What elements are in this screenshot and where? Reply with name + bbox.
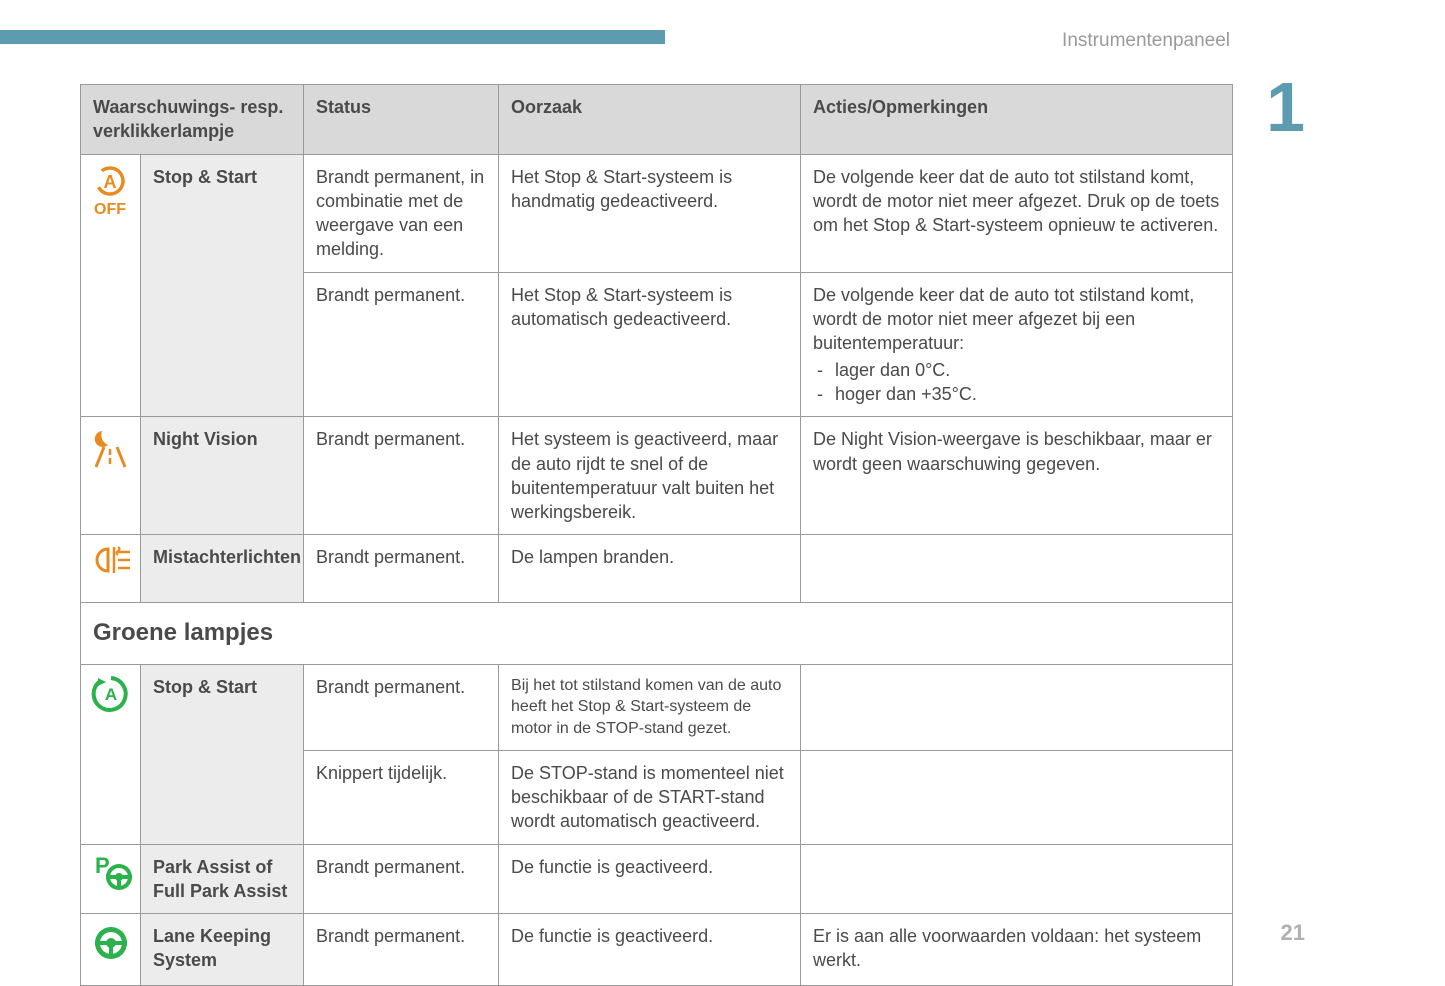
cause-cell: Bij het tot stilstand komen van de auto … [499, 664, 801, 750]
lamp-name: Mistachterlichten [141, 535, 304, 603]
cause-cell: De STOP-stand is momenteel niet beschikb… [499, 750, 801, 844]
night-vision-icon [88, 425, 133, 470]
action-list-item: lager dan 0°C. [813, 358, 1220, 382]
status-cell: Brandt permanent. [304, 914, 499, 986]
page-number: 21 [1281, 920, 1305, 946]
icon-cell-park-assist: P [81, 844, 141, 914]
lamp-name: Stop & Start [141, 154, 304, 417]
lane-keeping-icon [90, 922, 132, 964]
action-list-item: hoger dan +35°C. [813, 382, 1220, 406]
status-cell: Brandt permanent. [304, 535, 499, 603]
action-cell: De Night Vision-weergave is beschikbaar,… [801, 417, 1233, 535]
svg-text:A: A [104, 172, 117, 192]
stop-start-off-icon: A OFF [88, 163, 133, 218]
col-header-action: Acties/Opmerkingen [801, 85, 1233, 155]
cause-cell: Het Stop & Start-systeem is automatisch … [499, 272, 801, 416]
status-cell: Brandt permanent. [304, 272, 499, 416]
cause-cell: De functie is geactiveerd. [499, 914, 801, 986]
svg-text:OFF: OFF [94, 201, 126, 218]
table-row: A OFF Stop & Start Brandt permanent, in … [81, 154, 1233, 272]
svg-text:A: A [104, 685, 116, 704]
icon-cell-night-vision [81, 417, 141, 535]
stop-start-on-icon: A [90, 673, 132, 715]
action-cell: De volgende keer dat de auto tot stilsta… [801, 272, 1233, 416]
table-row: Mistachterlichten Brandt permanent. De l… [81, 535, 1233, 603]
lamp-name: Night Vision [141, 417, 304, 535]
indicator-table: Waarschuwings- resp. verklikkerlampje St… [80, 84, 1233, 986]
cause-cell: Het Stop & Start-systeem is handmatig ge… [499, 154, 801, 272]
action-cell [801, 535, 1233, 603]
icon-cell-rear-fog [81, 535, 141, 603]
table-row: Lane Keeping System Brandt permanent. De… [81, 914, 1233, 986]
status-cell: Brandt permanent, in combinatie met de w… [304, 154, 499, 272]
icon-cell-stop-start-on: A [81, 664, 141, 844]
table-row: P Park Assist of Full Park Assist Brandt… [81, 844, 1233, 914]
action-cell [801, 844, 1233, 914]
cause-cell: Het systeem is geactiveerd, maar de auto… [499, 417, 801, 535]
icon-cell-stop-start-off: A OFF [81, 154, 141, 417]
lamp-name: Lane Keeping System [141, 914, 304, 986]
section-header: Groene lampjes [81, 603, 1233, 664]
park-assist-icon: P [87, 853, 135, 893]
col-header-lamp: Waarschuwings- resp. verklikkerlampje [81, 85, 304, 155]
table-header-row: Waarschuwings- resp. verklikkerlampje St… [81, 85, 1233, 155]
col-header-cause: Oorzaak [499, 85, 801, 155]
status-cell: Brandt permanent. [304, 844, 499, 914]
lamp-name: Stop & Start [141, 664, 304, 844]
action-cell [801, 750, 1233, 844]
action-cell: Er is aan alle voorwaarden voldaan: het … [801, 914, 1233, 986]
status-cell: Brandt permanent. [304, 664, 499, 750]
cause-cell: De functie is geactiveerd. [499, 844, 801, 914]
chapter-number: 1 [1266, 72, 1305, 142]
action-list: lager dan 0°C. hoger dan +35°C. [813, 358, 1220, 407]
cause-cell: De lampen branden. [499, 535, 801, 603]
header-title: Instrumentenpaneel [1062, 30, 1230, 52]
action-intro: De volgende keer dat de auto tot stilsta… [813, 285, 1194, 354]
action-cell: De volgende keer dat de auto tot stilsta… [801, 154, 1233, 272]
section-header-row: Groene lampjes [81, 603, 1233, 664]
indicator-table-wrap: Waarschuwings- resp. verklikkerlampje St… [80, 84, 1232, 986]
status-cell: Knippert tijdelijk. [304, 750, 499, 844]
rear-fog-icon [88, 543, 133, 577]
status-cell: Brandt permanent. [304, 417, 499, 535]
table-row: Night Vision Brandt permanent. Het syste… [81, 417, 1233, 535]
action-cell [801, 664, 1233, 750]
top-accent-bar [0, 30, 665, 44]
table-row: A Stop & Start Brandt permanent. Bij het… [81, 664, 1233, 750]
icon-cell-lane-keeping [81, 914, 141, 986]
col-header-status: Status [304, 85, 499, 155]
lamp-name: Park Assist of Full Park Assist [141, 844, 304, 914]
